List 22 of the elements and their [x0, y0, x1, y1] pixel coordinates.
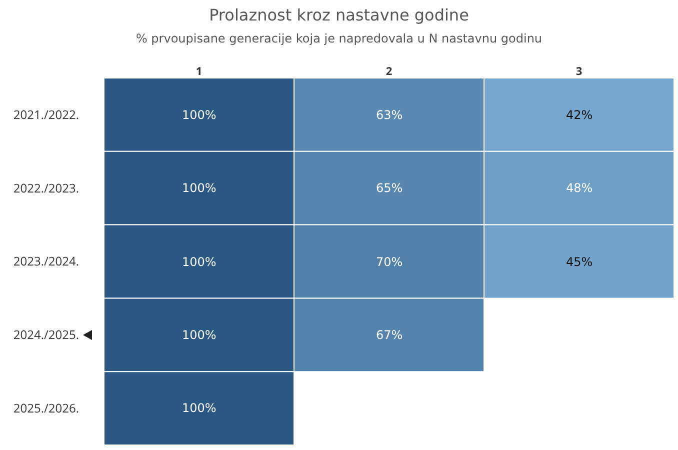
x-tick-label: 1 — [196, 64, 202, 79]
x-tick-label: 3 — [576, 64, 582, 79]
data-label: 100% — [182, 328, 216, 342]
data-label: 100% — [182, 401, 216, 415]
data-label: 70% — [376, 255, 403, 269]
data-label: 48% — [566, 181, 593, 195]
data-label: 100% — [182, 255, 216, 269]
x-tick-label: 2 — [386, 64, 392, 79]
data-label: 63% — [376, 108, 403, 122]
data-label: 67% — [376, 328, 403, 342]
chart-title: Prolaznost kroz nastavne godine — [209, 5, 469, 24]
chart-subtitle: % prvoupisane generacije koja je napredovala u N nastavnu godinu — [136, 31, 542, 46]
y-tick-label: 2024./2025. — [13, 326, 79, 344]
data-label: 65% — [376, 181, 403, 195]
data-label: 45% — [566, 255, 593, 269]
y-tick-label: 2022./2023. — [13, 179, 79, 196]
data-label: 100% — [182, 181, 216, 195]
y-tick-label: 2025./2026. — [13, 400, 79, 416]
y-tick-label: 2021./2022. — [13, 106, 79, 123]
y-tick-label: 2023./2024. — [13, 252, 79, 270]
data-label: 100% — [182, 108, 216, 122]
data-label: 42% — [566, 108, 593, 122]
